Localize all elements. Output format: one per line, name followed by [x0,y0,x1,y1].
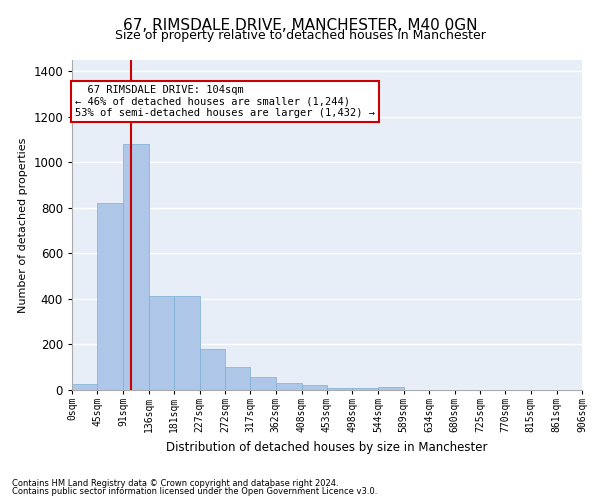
Text: Contains HM Land Registry data © Crown copyright and database right 2024.: Contains HM Land Registry data © Crown c… [12,478,338,488]
Bar [200,349,225,390]
Bar [72,384,97,390]
Y-axis label: Number of detached properties: Number of detached properties [17,138,28,312]
Text: Contains public sector information licensed under the Open Government Licence v3: Contains public sector information licen… [12,487,377,496]
Bar [123,144,149,390]
X-axis label: Distribution of detached houses by size in Manchester: Distribution of detached houses by size … [166,440,488,454]
Bar [225,367,250,390]
Bar [276,383,302,390]
Bar [352,388,378,390]
Bar [378,386,404,390]
Bar [149,296,174,390]
Bar [174,296,200,390]
Text: Size of property relative to detached houses in Manchester: Size of property relative to detached ho… [115,29,485,42]
Bar [302,386,327,390]
Bar [250,378,276,390]
Text: 67, RIMSDALE DRIVE, MANCHESTER, M40 0GN: 67, RIMSDALE DRIVE, MANCHESTER, M40 0GN [123,18,477,32]
Bar [327,388,352,390]
Text: 67 RIMSDALE DRIVE: 104sqm
← 46% of detached houses are smaller (1,244)
53% of se: 67 RIMSDALE DRIVE: 104sqm ← 46% of detac… [75,85,375,118]
Bar [97,204,123,390]
